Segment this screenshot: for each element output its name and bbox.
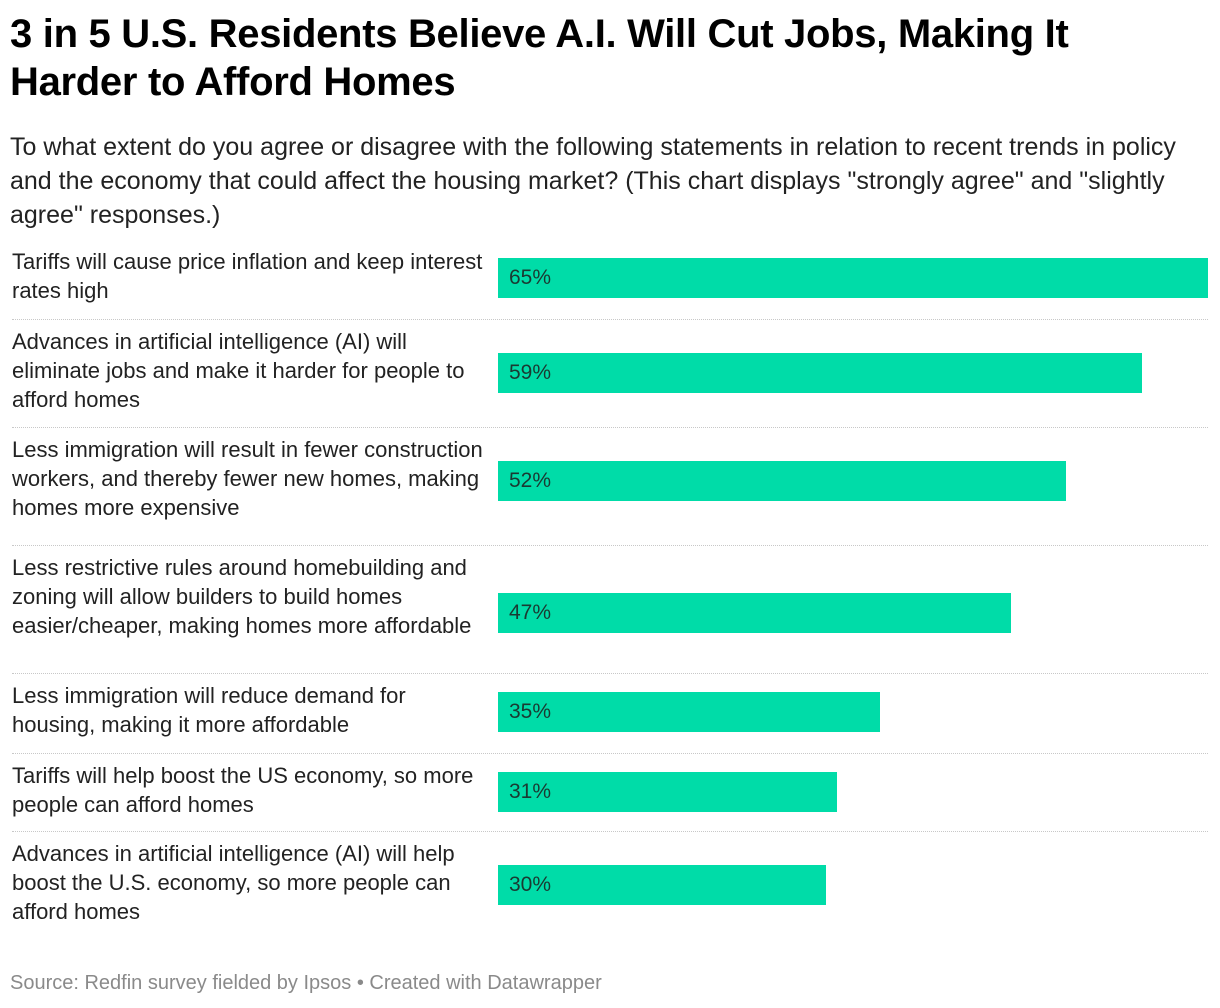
bar: 30% [498, 864, 826, 905]
row-divider [12, 831, 1208, 832]
value-label: 35% [509, 700, 552, 723]
bar-row: Tariffs will cause price inflation and k… [12, 247, 1208, 305]
row-divider [12, 427, 1208, 428]
category-label: Less restrictive rules around homebuildi… [12, 555, 472, 638]
bar: 59% [498, 352, 1143, 393]
bar-row: Less immigration will reduce demand for … [12, 681, 1208, 739]
category-label: Less immigration will reduce demand for … [12, 683, 406, 737]
bar: 65% [498, 258, 1208, 298]
bar: 47% [498, 593, 1012, 633]
bar-row: Less immigration will result in fewer co… [12, 435, 1208, 522]
value-label: 31% [509, 780, 552, 803]
bar-row: Less restrictive rules around homebuildi… [12, 553, 1208, 669]
category-label: Advances in artificial intelligence (AI)… [12, 841, 455, 924]
row-divider [12, 673, 1208, 674]
chart-subtitle: To what extent do you agree or disagree … [10, 133, 1176, 229]
row-divider [12, 319, 1208, 320]
bar-row: Tariffs will help boost the US economy, … [12, 761, 1208, 819]
value-label: 30% [509, 872, 552, 896]
row-divider [12, 753, 1208, 754]
source-note: Source: Redfin survey fielded by Ipsos •… [10, 972, 602, 994]
category-label: Tariffs will cause price inflation and k… [12, 249, 483, 303]
value-label: 65% [509, 266, 552, 289]
bar: 35% [498, 692, 881, 732]
bar-chart: Tariffs will cause price inflation and k… [12, 247, 1208, 947]
bar: 52% [498, 460, 1066, 501]
bar-row: Advances in artificial intelligence (AI)… [12, 839, 1208, 926]
bar: 31% [498, 772, 837, 812]
bar-row: Advances in artificial intelligence (AI)… [12, 327, 1208, 414]
value-label: 59% [509, 360, 552, 384]
value-label: 47% [509, 601, 552, 624]
value-label: 52% [509, 468, 552, 492]
row-divider [12, 545, 1208, 546]
chart-title: 3 in 5 U.S. Residents Believe A.I. Will … [10, 12, 1069, 104]
category-label: Less immigration will result in fewer co… [12, 437, 483, 520]
category-label: Tariffs will help boost the US economy, … [12, 763, 474, 817]
category-label: Advances in artificial intelligence (AI)… [12, 329, 465, 412]
